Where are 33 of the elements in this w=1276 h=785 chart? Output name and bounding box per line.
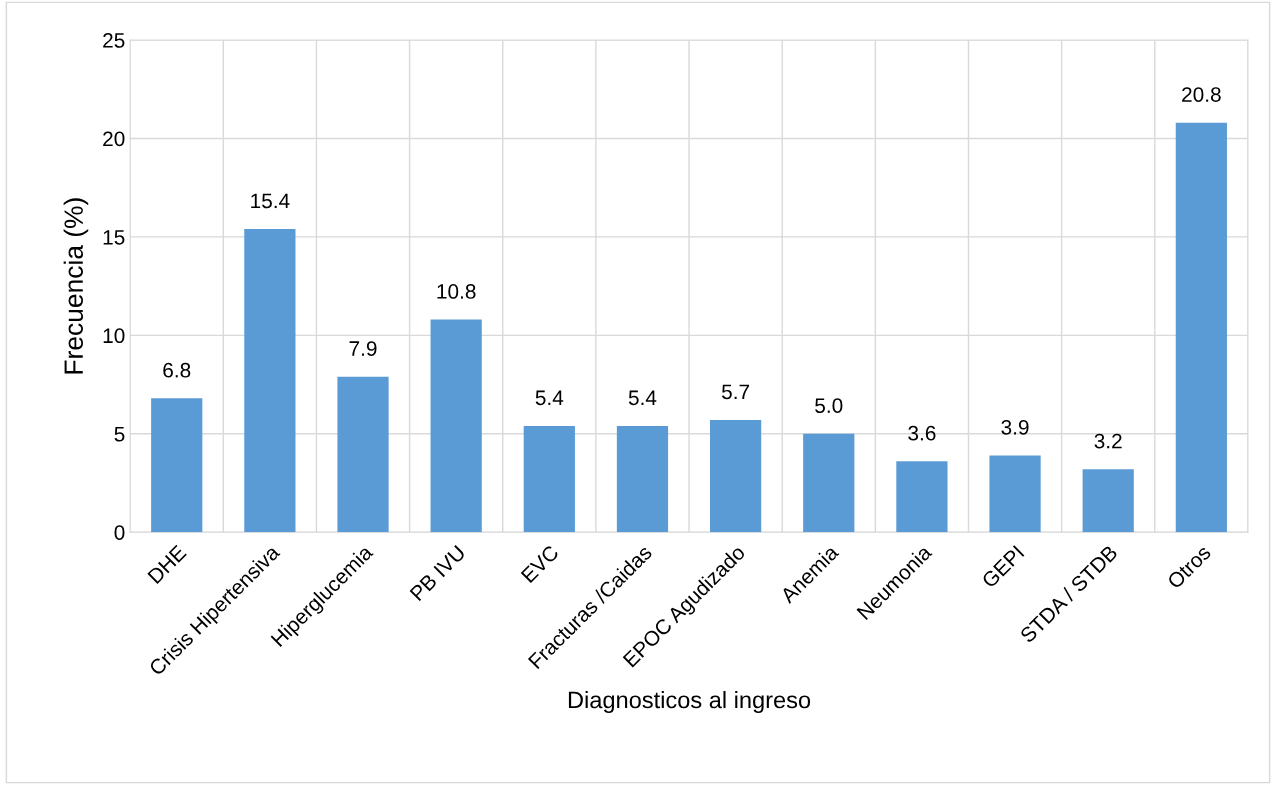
bar (616, 425, 669, 533)
bar (896, 461, 948, 533)
bar (523, 425, 575, 533)
data-label: 20.8 (1182, 87, 1221, 102)
data-label: 10.8 (437, 284, 476, 299)
data-label: 7.9 (349, 341, 377, 356)
bar (710, 420, 762, 533)
bar (244, 229, 296, 533)
data-label: 15.4 (251, 193, 290, 209)
data-label: 3.6 (908, 425, 936, 441)
data-label: 3.9 (1001, 419, 1029, 435)
y-tick-label: 15 (103, 230, 125, 245)
y-tick-label: 5 (114, 427, 125, 442)
x-tick-label: PB IVU (409, 545, 466, 602)
bar (430, 319, 482, 533)
data-label: 5.0 (815, 398, 843, 414)
y-tick-label: 10 (103, 328, 125, 344)
bar (337, 376, 389, 533)
y-tick-label: 25 (103, 33, 125, 48)
bar (151, 398, 203, 533)
y-tick-label: 20 (103, 131, 125, 147)
data-label: 3.2 (1094, 433, 1122, 449)
bar (989, 455, 1041, 533)
data-label: 5.7 (721, 384, 750, 400)
y-axis-title: Frecuencia (%) (63, 198, 89, 374)
bar (803, 433, 855, 533)
bar (1175, 122, 1227, 533)
data-label: 5.4 (628, 390, 657, 406)
data-label: 6.8 (163, 362, 191, 378)
bar (1082, 469, 1134, 533)
y-tick-label: 0 (114, 525, 125, 540)
x-axis-title: Diagnosticos al ingreso (568, 690, 811, 713)
data-label: 5.4 (535, 390, 564, 406)
